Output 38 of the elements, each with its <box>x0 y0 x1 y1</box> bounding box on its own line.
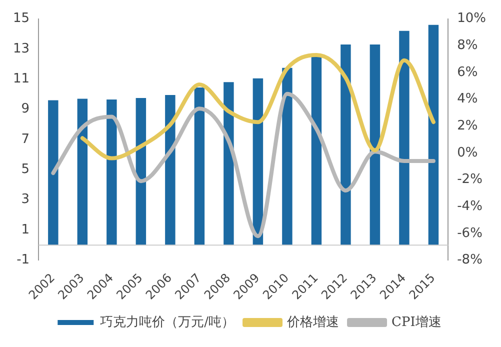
y2-tick-label: 8% <box>457 38 478 53</box>
bar <box>399 30 410 246</box>
bar <box>252 78 264 246</box>
y2-tick-label: -4% <box>457 198 482 214</box>
legend-label: 巧克力吨价（万元/吨） <box>100 314 235 330</box>
y2-tick-label: -2% <box>457 172 482 188</box>
legend-label: CPI增速 <box>392 314 442 330</box>
y-tick-label: 15 <box>12 11 30 26</box>
bar <box>77 98 88 246</box>
bar <box>370 44 380 246</box>
bar <box>48 100 58 246</box>
bar <box>282 68 292 246</box>
y2-tick-label: 0% <box>457 145 478 160</box>
y-tick-label: 9 <box>21 102 30 117</box>
y-tick-label: 1 <box>21 222 30 238</box>
y2-tick-label: 4% <box>457 92 478 107</box>
bar <box>136 98 146 246</box>
bar <box>311 56 322 246</box>
y2-tick-label: 6% <box>457 64 478 80</box>
bar <box>340 44 351 246</box>
y2-tick-label: -8% <box>457 252 482 268</box>
y2-tick-label: -6% <box>457 226 482 241</box>
y-tick-label: 7 <box>21 132 30 147</box>
y-tick-label: 13 <box>12 41 30 56</box>
y-tick-label: 11 <box>12 72 30 87</box>
line-series <box>51 92 436 238</box>
bar <box>165 95 176 246</box>
bar <box>224 82 234 246</box>
bar <box>428 24 439 246</box>
line-series <box>80 53 436 160</box>
y2-tick-label: 2% <box>457 118 478 134</box>
bar <box>106 100 117 246</box>
y-tick-label: 5 <box>21 162 30 178</box>
legend-label: 价格增速 <box>286 314 340 330</box>
bar <box>194 87 205 246</box>
y2-tick-label: 10% <box>457 11 486 26</box>
y-tick-label: -1 <box>16 252 30 268</box>
y-tick-label: 3 <box>21 192 30 208</box>
